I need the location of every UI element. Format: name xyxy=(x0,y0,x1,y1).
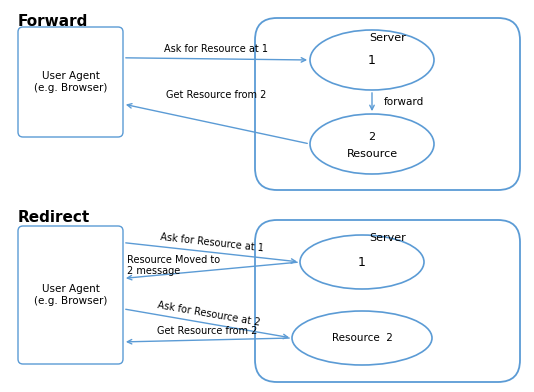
Text: Server: Server xyxy=(369,233,406,243)
Ellipse shape xyxy=(310,30,434,90)
Text: Resource  2: Resource 2 xyxy=(332,333,392,343)
FancyBboxPatch shape xyxy=(255,220,520,382)
Text: Resource Moved to
2 message: Resource Moved to 2 message xyxy=(127,255,220,276)
Text: Get Resource from 2: Get Resource from 2 xyxy=(166,90,266,100)
Text: Server: Server xyxy=(369,33,406,43)
Text: Ask for Resource at 1: Ask for Resource at 1 xyxy=(160,232,264,253)
Text: Redirect: Redirect xyxy=(18,210,90,225)
Text: Ask for Resource at 1: Ask for Resource at 1 xyxy=(164,44,269,54)
Ellipse shape xyxy=(310,114,434,174)
FancyBboxPatch shape xyxy=(255,18,520,190)
Ellipse shape xyxy=(292,311,432,365)
Ellipse shape xyxy=(300,235,424,289)
Text: Ask for Resource at 2: Ask for Resource at 2 xyxy=(156,299,261,327)
Text: 1: 1 xyxy=(368,53,376,67)
Text: 2: 2 xyxy=(368,132,375,142)
Text: User Agent
(e.g. Browser): User Agent (e.g. Browser) xyxy=(34,284,107,306)
Text: User Agent
(e.g. Browser): User Agent (e.g. Browser) xyxy=(34,71,107,93)
FancyBboxPatch shape xyxy=(18,27,123,137)
Text: 1: 1 xyxy=(358,256,366,269)
Text: Resource: Resource xyxy=(347,149,397,159)
Text: forward: forward xyxy=(384,97,424,107)
Text: Forward: Forward xyxy=(18,14,88,29)
Text: Get Resource from 2: Get Resource from 2 xyxy=(158,326,258,336)
FancyBboxPatch shape xyxy=(18,226,123,364)
